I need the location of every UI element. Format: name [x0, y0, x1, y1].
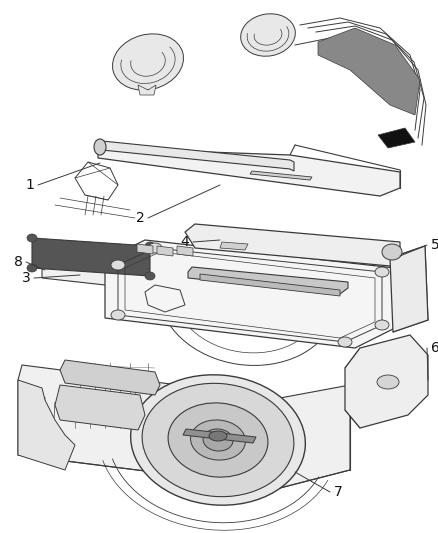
Ellipse shape [27, 264, 37, 272]
Ellipse shape [338, 337, 352, 347]
Polygon shape [60, 360, 160, 395]
Polygon shape [55, 385, 145, 430]
Ellipse shape [113, 34, 184, 90]
Ellipse shape [142, 383, 294, 497]
Polygon shape [32, 238, 150, 276]
Ellipse shape [377, 375, 399, 389]
Ellipse shape [94, 139, 106, 155]
Polygon shape [250, 171, 312, 180]
Polygon shape [188, 267, 348, 294]
Text: 6: 6 [431, 341, 438, 355]
Ellipse shape [145, 242, 155, 250]
Polygon shape [137, 244, 153, 254]
Text: 7: 7 [334, 485, 343, 499]
Polygon shape [378, 128, 415, 148]
Polygon shape [98, 148, 400, 196]
Text: 3: 3 [21, 271, 30, 285]
Polygon shape [98, 141, 294, 171]
Ellipse shape [111, 260, 125, 270]
Polygon shape [42, 255, 215, 295]
Polygon shape [185, 224, 400, 266]
Ellipse shape [145, 272, 155, 280]
Polygon shape [390, 246, 428, 332]
Ellipse shape [131, 375, 305, 505]
Text: 4: 4 [180, 235, 189, 249]
Polygon shape [157, 246, 173, 256]
Ellipse shape [148, 243, 162, 253]
Polygon shape [138, 85, 156, 95]
Ellipse shape [375, 320, 389, 330]
Polygon shape [183, 429, 256, 443]
Polygon shape [220, 242, 248, 250]
Polygon shape [177, 246, 193, 256]
Ellipse shape [168, 403, 268, 477]
Ellipse shape [375, 267, 389, 277]
Ellipse shape [111, 310, 125, 320]
Polygon shape [200, 274, 340, 296]
Text: 8: 8 [14, 255, 22, 269]
Ellipse shape [203, 429, 233, 451]
Ellipse shape [382, 244, 402, 260]
Polygon shape [18, 380, 75, 470]
Ellipse shape [209, 431, 227, 441]
Text: 2: 2 [136, 211, 145, 225]
Text: 5: 5 [431, 238, 438, 252]
Ellipse shape [191, 420, 245, 460]
Ellipse shape [27, 234, 37, 242]
Polygon shape [18, 365, 350, 488]
Polygon shape [318, 28, 420, 115]
Polygon shape [345, 335, 428, 428]
Polygon shape [105, 240, 395, 348]
Ellipse shape [240, 14, 295, 56]
Text: 1: 1 [25, 178, 35, 192]
